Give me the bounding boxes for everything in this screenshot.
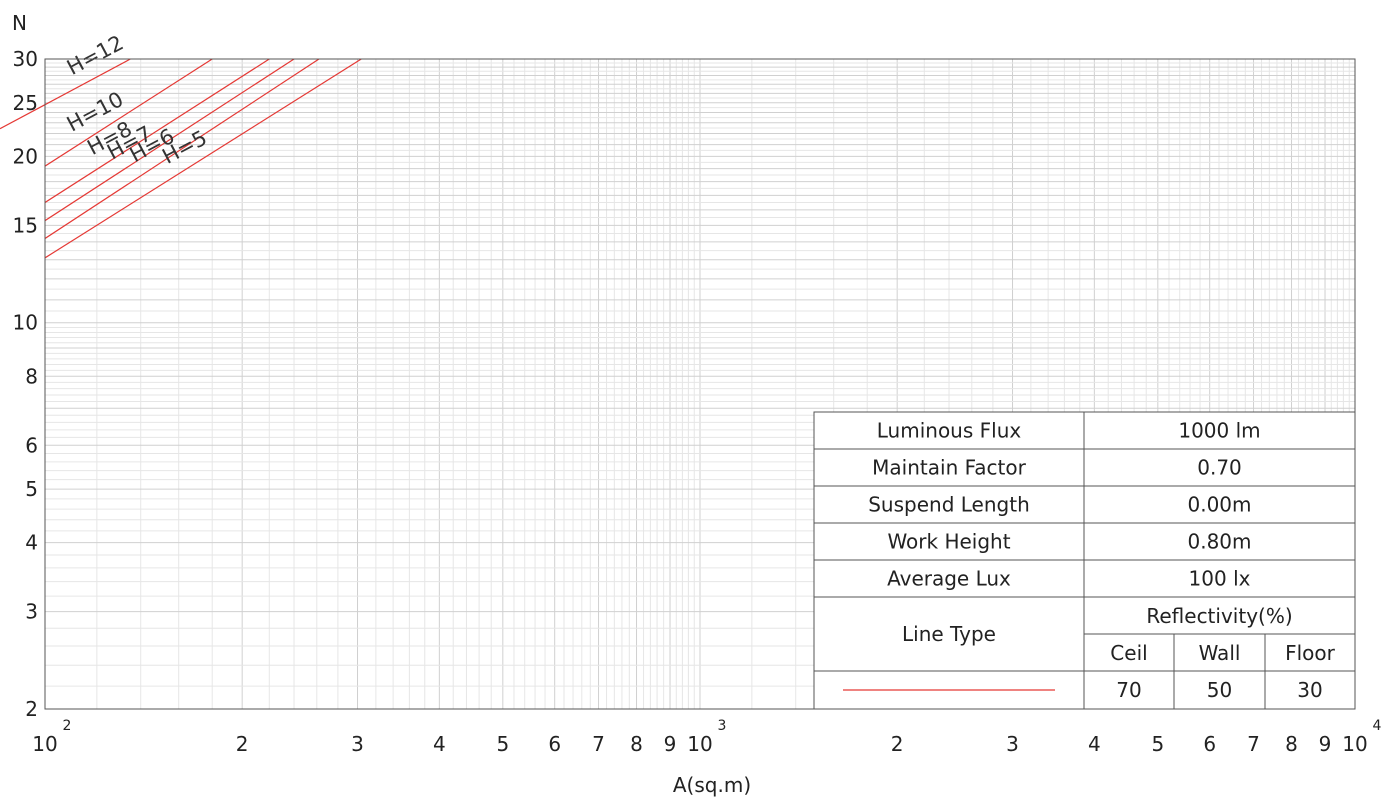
x-tick-label: 6 — [1203, 732, 1216, 756]
x-tick-label: 4 — [433, 732, 446, 756]
x-tick-label: 8 — [630, 732, 643, 756]
table-row-label: Average Lux — [887, 567, 1011, 591]
x-tick-label: 10 — [1342, 732, 1367, 756]
reflectivity-header: Wall — [1199, 641, 1241, 665]
table-row-value: 0.70 — [1197, 456, 1242, 480]
table-row-value: 0.00m — [1187, 493, 1251, 517]
y-axis-label: N — [12, 11, 27, 35]
gridlines — [45, 59, 1356, 709]
x-tick-exponent: 2 — [63, 718, 72, 734]
x-tick-label: 10 — [32, 732, 57, 756]
x-tick-label: 4 — [1088, 732, 1101, 756]
plot-frame — [44, 58, 1356, 710]
x-tick-label: 3 — [1006, 732, 1019, 756]
x-tick-label: 2 — [891, 732, 904, 756]
y-tick-label: 5 — [25, 477, 38, 501]
x-axis-label: A(sq.m) — [673, 773, 751, 797]
y-tick-label: 4 — [25, 531, 38, 555]
y-tick-label: 3 — [25, 600, 38, 624]
y-tick-label: 2 — [25, 697, 38, 721]
y-tick-label: 8 — [25, 364, 38, 388]
y-axis-ticks: 2 3 4 5 6 8 10 15 20 25 30 — [13, 47, 38, 721]
curve-labels: H=5H=6H=7H=8H=10H=12 — [0, 31, 211, 169]
x-tick-label: 10 — [687, 732, 712, 756]
x-tick-label: 8 — [1285, 732, 1298, 756]
series-line-extension — [0, 104, 46, 130]
table-row-label: Work Height — [887, 530, 1010, 554]
x-tick-label: 7 — [592, 732, 605, 756]
table-row-label: Suspend Length — [868, 493, 1030, 517]
reflectivity-value: 50 — [1207, 678, 1232, 702]
y-tick-label: 10 — [13, 311, 38, 335]
table-row-value: 1000 lm — [1178, 419, 1260, 443]
series-line — [45, 59, 320, 240]
table-row-value: 0.80m — [1187, 530, 1251, 554]
x-tick-exponent: 3 — [718, 718, 727, 734]
x-tick-label: 9 — [1319, 732, 1332, 756]
table-row-value: 100 lx — [1189, 567, 1251, 591]
reflectivity-label: Reflectivity(%) — [1146, 604, 1292, 628]
series-line — [45, 59, 270, 204]
series-line — [45, 59, 362, 259]
x-tick-label: 5 — [1151, 732, 1164, 756]
y-tick-label: 15 — [13, 213, 38, 237]
series-line — [45, 59, 213, 167]
line-type-label: Line Type — [902, 622, 996, 646]
x-tick-label: 6 — [548, 732, 561, 756]
series-line — [45, 59, 131, 106]
y-tick-label: 20 — [13, 144, 38, 168]
y-tick-label: 25 — [13, 91, 38, 115]
x-tick-exponent: 4 — [1373, 718, 1382, 734]
y-tick-label: 30 — [13, 47, 38, 71]
reflectivity-header: Floor — [1285, 641, 1336, 665]
x-tick-label: 7 — [1247, 732, 1260, 756]
x-tick-label: 9 — [664, 732, 677, 756]
x-tick-label: 2 — [236, 732, 249, 756]
x-tick-label: 3 — [351, 732, 364, 756]
table-row-label: Maintain Factor — [872, 456, 1026, 480]
series-lines — [45, 59, 362, 259]
x-tick-label: 5 — [496, 732, 509, 756]
series-line — [45, 59, 295, 222]
reflectivity-header: Ceil — [1110, 641, 1147, 665]
y-tick-label: 6 — [25, 433, 38, 457]
table-row-label: Luminous Flux — [877, 419, 1022, 443]
reflectivity-value: 30 — [1297, 678, 1322, 702]
info-table: Luminous Flux 1000 lm Maintain Factor 0.70 S… — [813, 411, 1356, 710]
reflectivity-value: 70 — [1116, 678, 1141, 702]
